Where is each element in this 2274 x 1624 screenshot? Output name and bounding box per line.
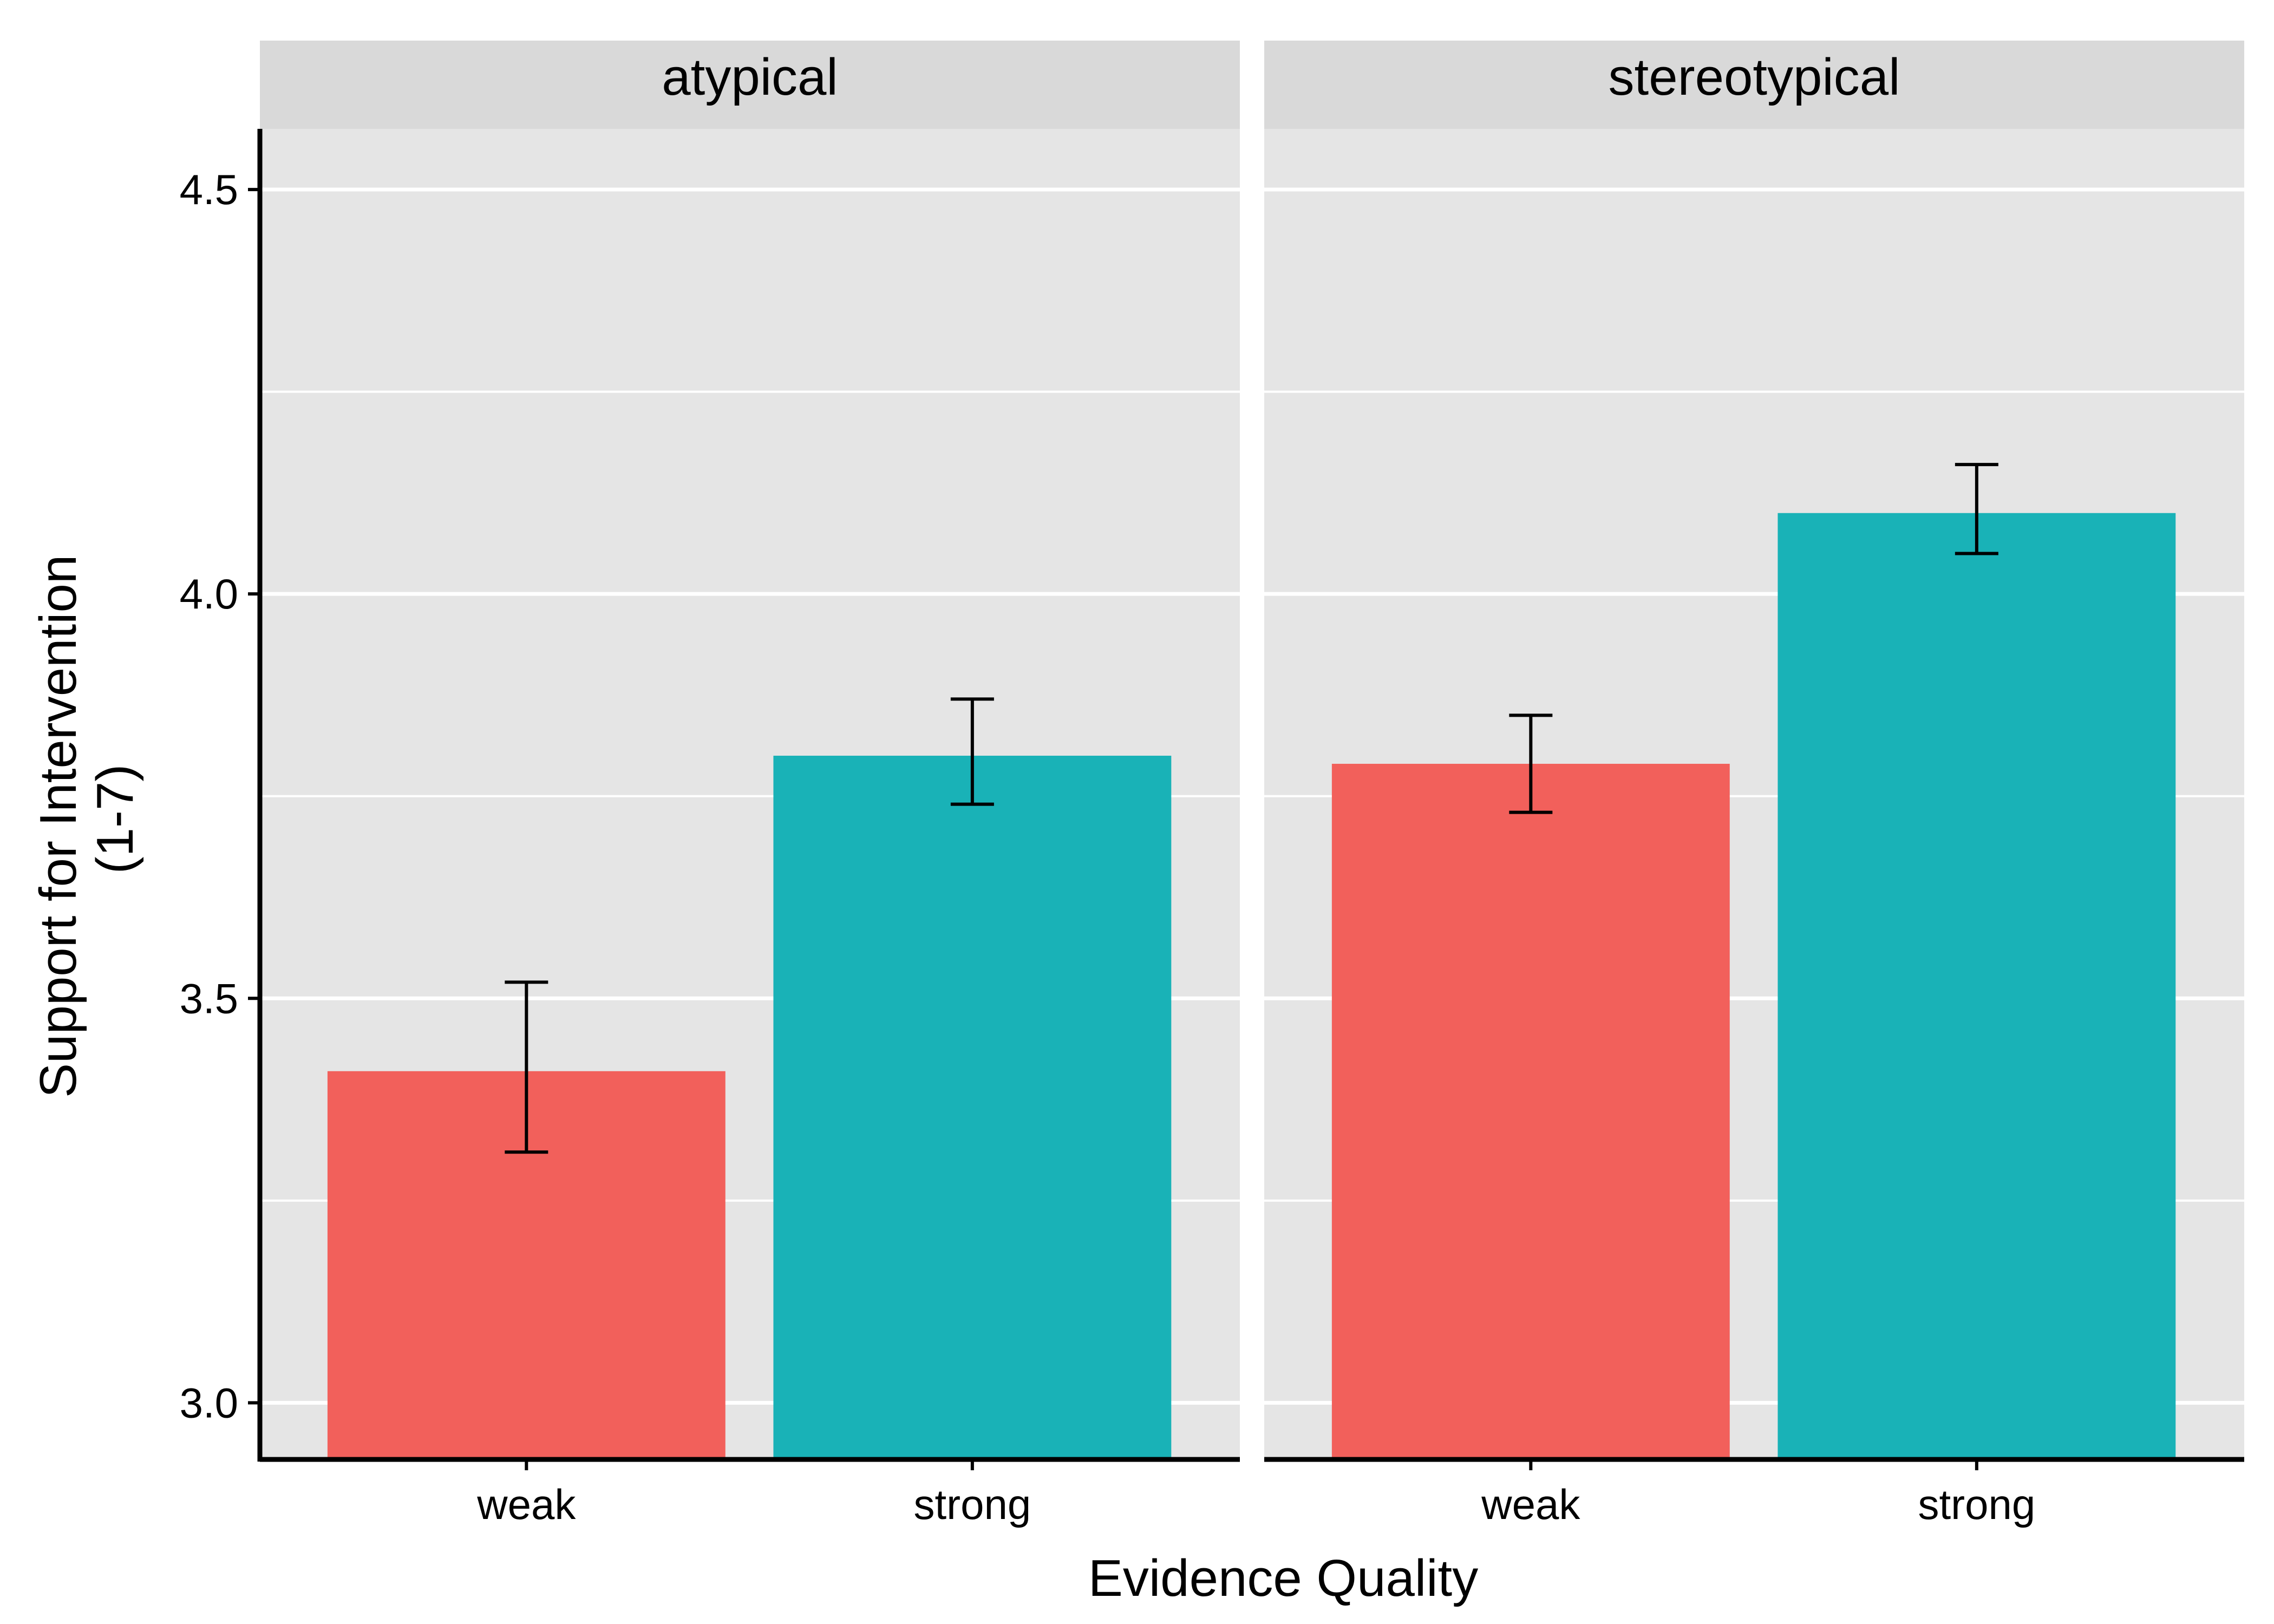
x-tick-label: strong bbox=[913, 1481, 1031, 1528]
y-tick-label: 4.5 bbox=[180, 166, 238, 213]
error-bars bbox=[1509, 463, 1998, 814]
y-tick-label: 3.0 bbox=[180, 1379, 238, 1426]
bar-strong bbox=[773, 756, 1172, 1459]
y-tick-label: 4.0 bbox=[180, 570, 238, 618]
strip-label: atypical bbox=[662, 48, 838, 106]
y-axis-title-line-2: (1-7) bbox=[86, 764, 144, 874]
strip-background bbox=[260, 41, 1240, 129]
panel-stereotypical: stereotypical bbox=[1264, 41, 2244, 1459]
strip-label: stereotypical bbox=[1609, 48, 1900, 106]
y-tick-label: 3.5 bbox=[180, 974, 238, 1022]
bars bbox=[327, 756, 1172, 1459]
strip-background bbox=[1264, 41, 2244, 129]
bar-strong bbox=[1778, 513, 2176, 1459]
x-tick-label: weak bbox=[476, 1481, 576, 1528]
x-axis: weak strong weak strong bbox=[476, 1459, 2035, 1528]
bar-weak bbox=[1331, 763, 1730, 1459]
bars bbox=[1331, 513, 2176, 1459]
y-axis: 3.0 3.5 4.0 4.5 bbox=[180, 129, 263, 1462]
x-tick-label: strong bbox=[1918, 1481, 2035, 1528]
y-axis-title: Support for Intervention (1-7) bbox=[29, 540, 144, 1098]
y-axis-title-line-1: Support for Intervention bbox=[29, 555, 87, 1098]
x-axis-title: Evidence Quality bbox=[1088, 1549, 1478, 1607]
x-tick-label: weak bbox=[1481, 1481, 1580, 1528]
panel-atypical: atypical bbox=[260, 41, 1240, 1459]
error-bars bbox=[505, 697, 994, 1154]
